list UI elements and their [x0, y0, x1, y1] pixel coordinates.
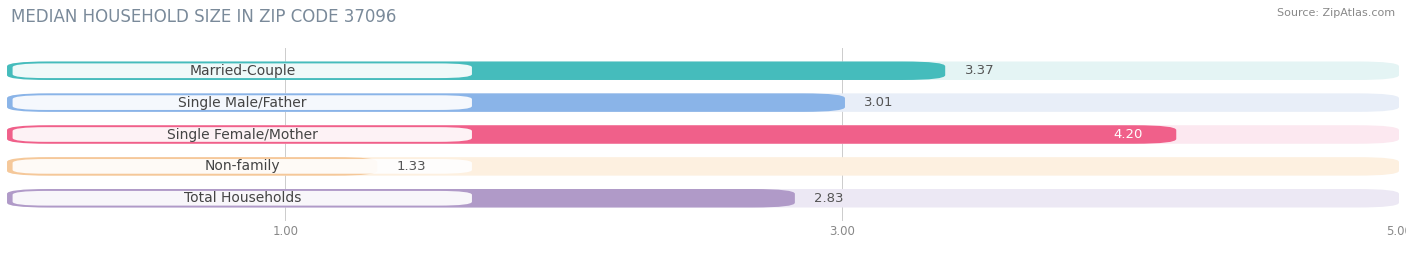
FancyBboxPatch shape	[7, 125, 1399, 144]
FancyBboxPatch shape	[7, 157, 377, 176]
Text: Single Male/Father: Single Male/Father	[179, 95, 307, 110]
Text: 2.83: 2.83	[814, 192, 844, 205]
Text: MEDIAN HOUSEHOLD SIZE IN ZIP CODE 37096: MEDIAN HOUSEHOLD SIZE IN ZIP CODE 37096	[11, 8, 396, 26]
Text: Single Female/Mother: Single Female/Mother	[167, 128, 318, 141]
Text: Total Households: Total Households	[184, 191, 301, 205]
FancyBboxPatch shape	[7, 93, 1399, 112]
Text: Non-family: Non-family	[204, 159, 280, 174]
Text: 3.01: 3.01	[865, 96, 894, 109]
Text: 1.33: 1.33	[396, 160, 426, 173]
FancyBboxPatch shape	[13, 127, 472, 142]
FancyBboxPatch shape	[7, 189, 794, 207]
FancyBboxPatch shape	[7, 189, 1399, 207]
FancyBboxPatch shape	[7, 62, 945, 80]
Text: 3.37: 3.37	[965, 64, 994, 77]
FancyBboxPatch shape	[13, 159, 472, 174]
FancyBboxPatch shape	[7, 157, 1399, 176]
FancyBboxPatch shape	[7, 93, 845, 112]
Text: Source: ZipAtlas.com: Source: ZipAtlas.com	[1277, 8, 1395, 18]
FancyBboxPatch shape	[13, 95, 472, 110]
FancyBboxPatch shape	[13, 191, 472, 206]
FancyBboxPatch shape	[13, 63, 472, 78]
FancyBboxPatch shape	[7, 125, 1177, 144]
FancyBboxPatch shape	[7, 62, 1399, 80]
Text: 4.20: 4.20	[1114, 128, 1143, 141]
Text: Married-Couple: Married-Couple	[190, 64, 295, 78]
